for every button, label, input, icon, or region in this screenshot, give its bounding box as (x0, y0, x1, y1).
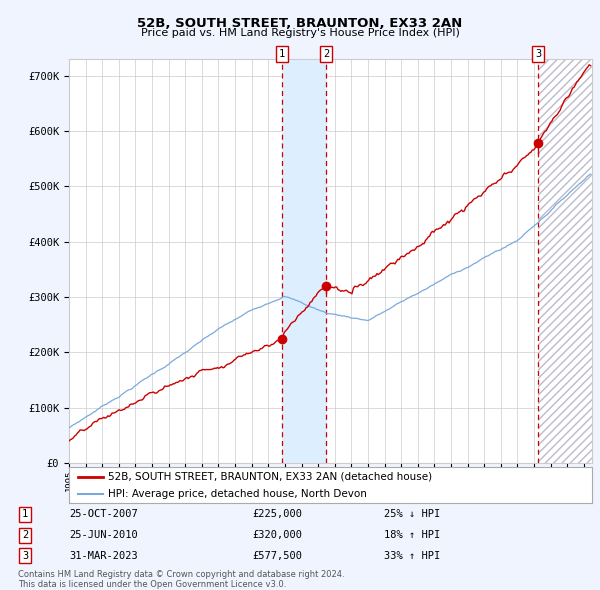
Text: £320,000: £320,000 (252, 530, 302, 540)
Text: HPI: Average price, detached house, North Devon: HPI: Average price, detached house, Nort… (108, 489, 367, 499)
Text: £577,500: £577,500 (252, 551, 302, 560)
Text: 2: 2 (323, 49, 329, 59)
Text: 52B, SOUTH STREET, BRAUNTON, EX33 2AN: 52B, SOUTH STREET, BRAUNTON, EX33 2AN (137, 17, 463, 30)
Text: This data is licensed under the Open Government Licence v3.0.: This data is licensed under the Open Gov… (18, 579, 286, 589)
Text: Price paid vs. HM Land Registry's House Price Index (HPI): Price paid vs. HM Land Registry's House … (140, 28, 460, 38)
Text: 3: 3 (535, 49, 541, 59)
Text: 18% ↑ HPI: 18% ↑ HPI (384, 530, 440, 540)
Text: £225,000: £225,000 (252, 510, 302, 519)
Text: Contains HM Land Registry data © Crown copyright and database right 2024.: Contains HM Land Registry data © Crown c… (18, 570, 344, 579)
Bar (538, 59, 592, 463)
Text: 1: 1 (22, 510, 28, 519)
Text: 3: 3 (22, 551, 28, 560)
Text: 25-JUN-2010: 25-JUN-2010 (69, 530, 138, 540)
Text: 25-OCT-2007: 25-OCT-2007 (69, 510, 138, 519)
Text: 25% ↓ HPI: 25% ↓ HPI (384, 510, 440, 519)
Text: 31-MAR-2023: 31-MAR-2023 (69, 551, 138, 560)
Text: 33% ↑ HPI: 33% ↑ HPI (384, 551, 440, 560)
Text: 1: 1 (279, 49, 285, 59)
Bar (538, 59, 592, 463)
Text: 52B, SOUTH STREET, BRAUNTON, EX33 2AN (detached house): 52B, SOUTH STREET, BRAUNTON, EX33 2AN (d… (108, 472, 433, 482)
Text: 2: 2 (22, 530, 28, 540)
Bar (282, 59, 326, 463)
